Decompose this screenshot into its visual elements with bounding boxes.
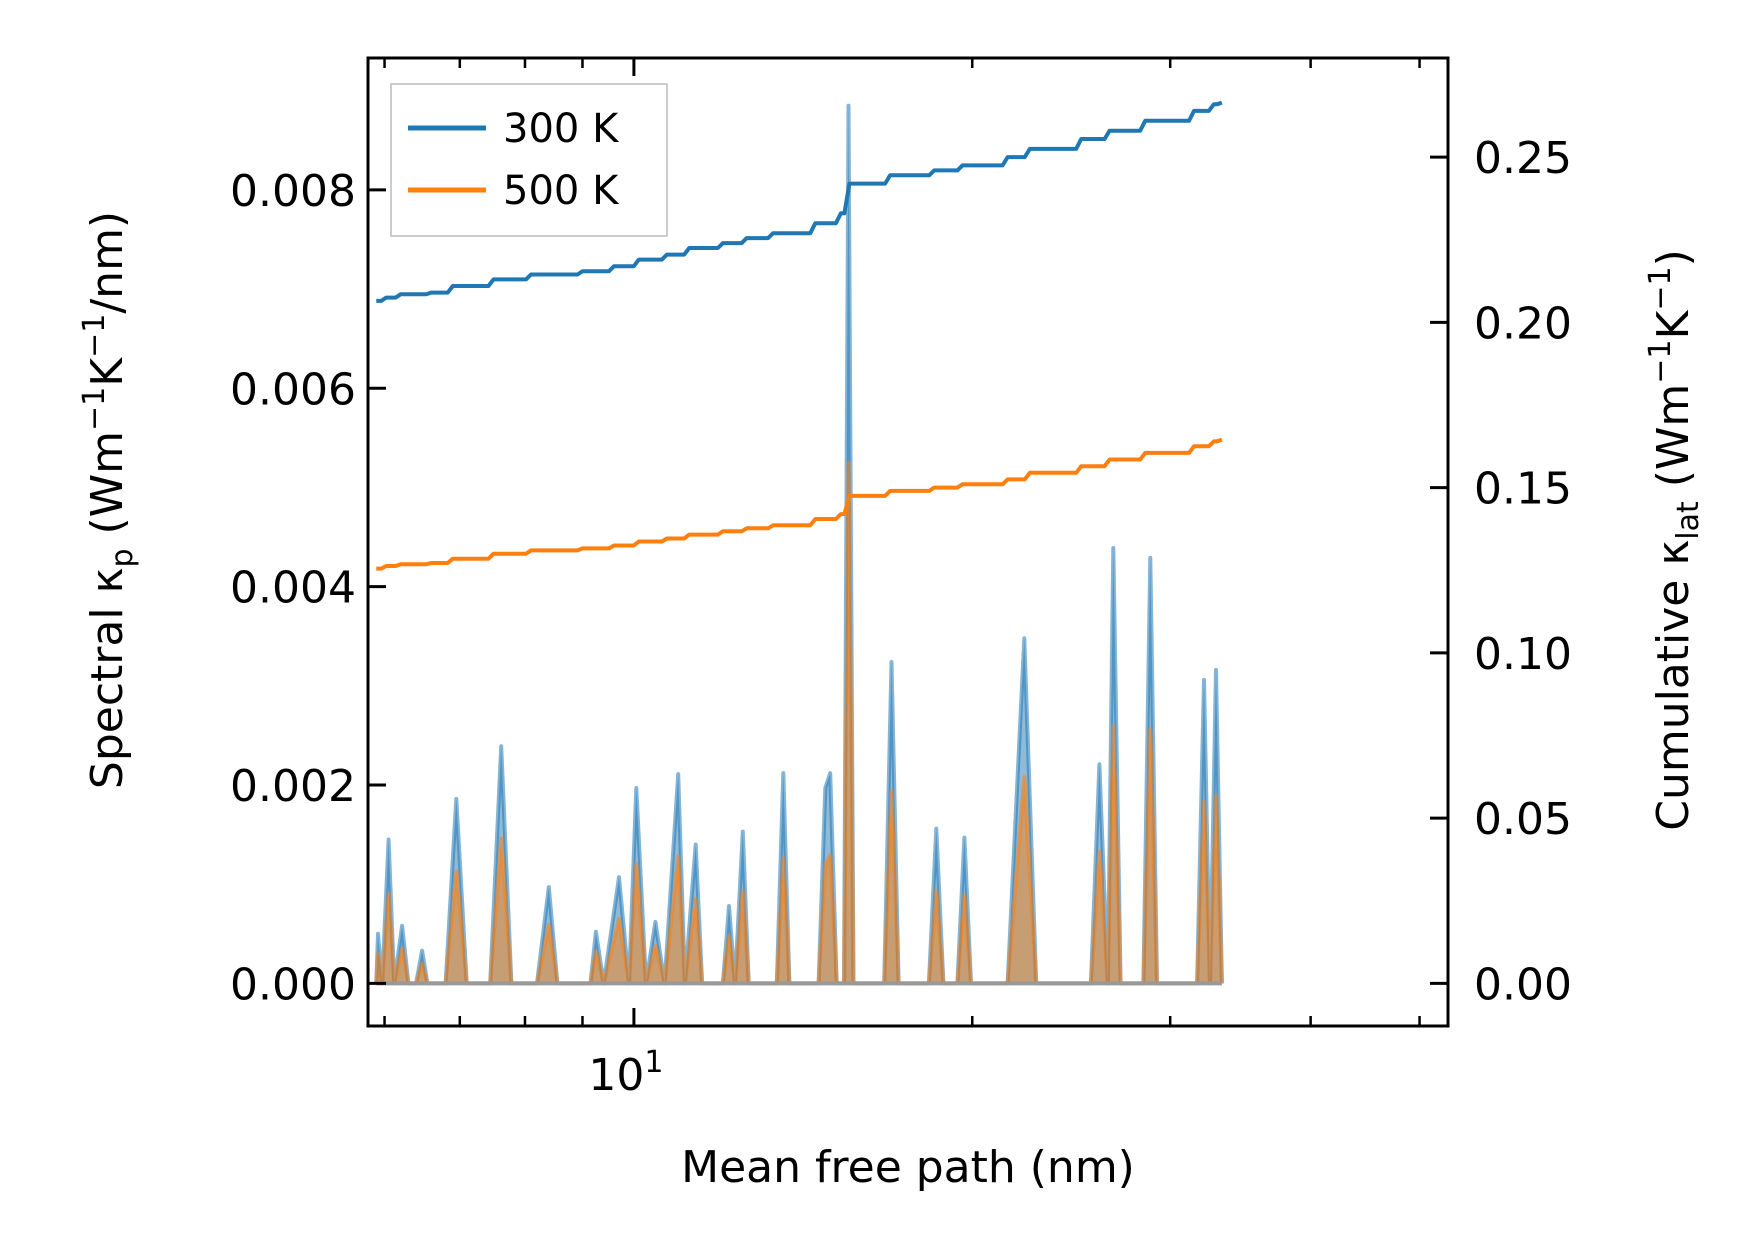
y-right-axis-title: Cumulative κlat (Wm−1K−1)	[1643, 249, 1706, 831]
y-right-tick-label: 0.15	[1474, 464, 1572, 515]
x-tick-label: 101	[588, 1045, 663, 1101]
y-left-tick-label: 0.004	[230, 563, 356, 614]
y-left-tick-label: 0.002	[230, 761, 356, 812]
axes	[366, 56, 1450, 1028]
ticks: 101 0.000 0.002 0.004 0.006 0.008 0.00 0.05 0.10…	[230, 58, 1572, 1101]
spectral-line-500k	[374, 460, 1224, 986]
legend-box	[390, 83, 668, 237]
legend-label: 300 K	[503, 106, 620, 152]
y-left-tick-label: 0.000	[230, 959, 356, 1010]
y-right-tick-label: 0.05	[1474, 794, 1572, 845]
cumulative-line-500k	[376, 437, 1223, 571]
y-right-tick-label: 0.10	[1474, 629, 1572, 680]
cumulative-line-300k	[376, 100, 1223, 303]
spectral-lines	[374, 103, 1224, 986]
cumulative-lines	[376, 100, 1223, 571]
x-axis-title: Mean free path (nm)	[681, 1142, 1135, 1193]
legend-label: 500 K	[503, 168, 620, 214]
legend: 300 K 500 K	[390, 83, 668, 237]
y-right-tick-label: 0.00	[1474, 959, 1572, 1010]
y-right-tick-label: 0.20	[1474, 298, 1572, 349]
y-left-tick-label: 0.008	[230, 166, 356, 217]
y-right-tick-label: 0.25	[1474, 133, 1572, 184]
y-left-axis-title: Spectral κp (Wm−1K−1/nm)	[77, 211, 140, 789]
axis-titles: Mean free path (nm) Spectral κp (Wm−1K−1/…	[77, 211, 1706, 1193]
y-left-tick-label: 0.006	[230, 364, 356, 415]
plot-frame	[366, 56, 1450, 1028]
